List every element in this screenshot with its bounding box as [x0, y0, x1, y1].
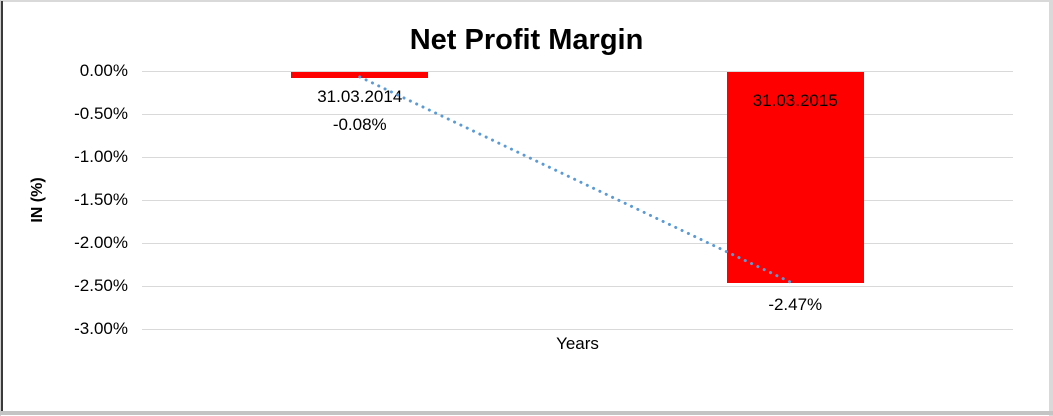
y-tick-label: -2.00% — [74, 233, 128, 252]
category-label: 31.03.2014 — [317, 86, 403, 106]
value-label: -0.08% — [332, 114, 387, 134]
y-tick-label: -3.00% — [74, 319, 128, 338]
frame-edge-bottom — [0, 411, 1053, 415]
y-tick-label: -2.50% — [74, 276, 128, 295]
y-tick-label: -0.50% — [74, 104, 128, 123]
gridline — [142, 199, 1013, 201]
y-tick-label: -1.50% — [74, 190, 128, 209]
value-label: -2.47% — [768, 295, 823, 315]
gridline — [142, 242, 1013, 244]
gridline — [142, 285, 1013, 287]
frame-edge-left — [0, 0, 1, 416]
y-tick-label: 0.00% — [79, 61, 128, 80]
frame-edge-left-dark — [1, 1, 3, 414]
bar-31-03-2014 — [291, 72, 429, 78]
gridline — [142, 328, 1013, 330]
y-tick-label: -1.00% — [74, 147, 128, 166]
frame-edge-right — [1049, 0, 1053, 416]
frame-edge-top — [0, 0, 1053, 2]
x-axis-title: Years — [556, 334, 599, 353]
gridline — [142, 156, 1013, 158]
chart-title: Net Profit Margin — [409, 24, 644, 56]
category-label: 31.03.2015 — [752, 91, 838, 110]
gridline — [142, 70, 1013, 72]
